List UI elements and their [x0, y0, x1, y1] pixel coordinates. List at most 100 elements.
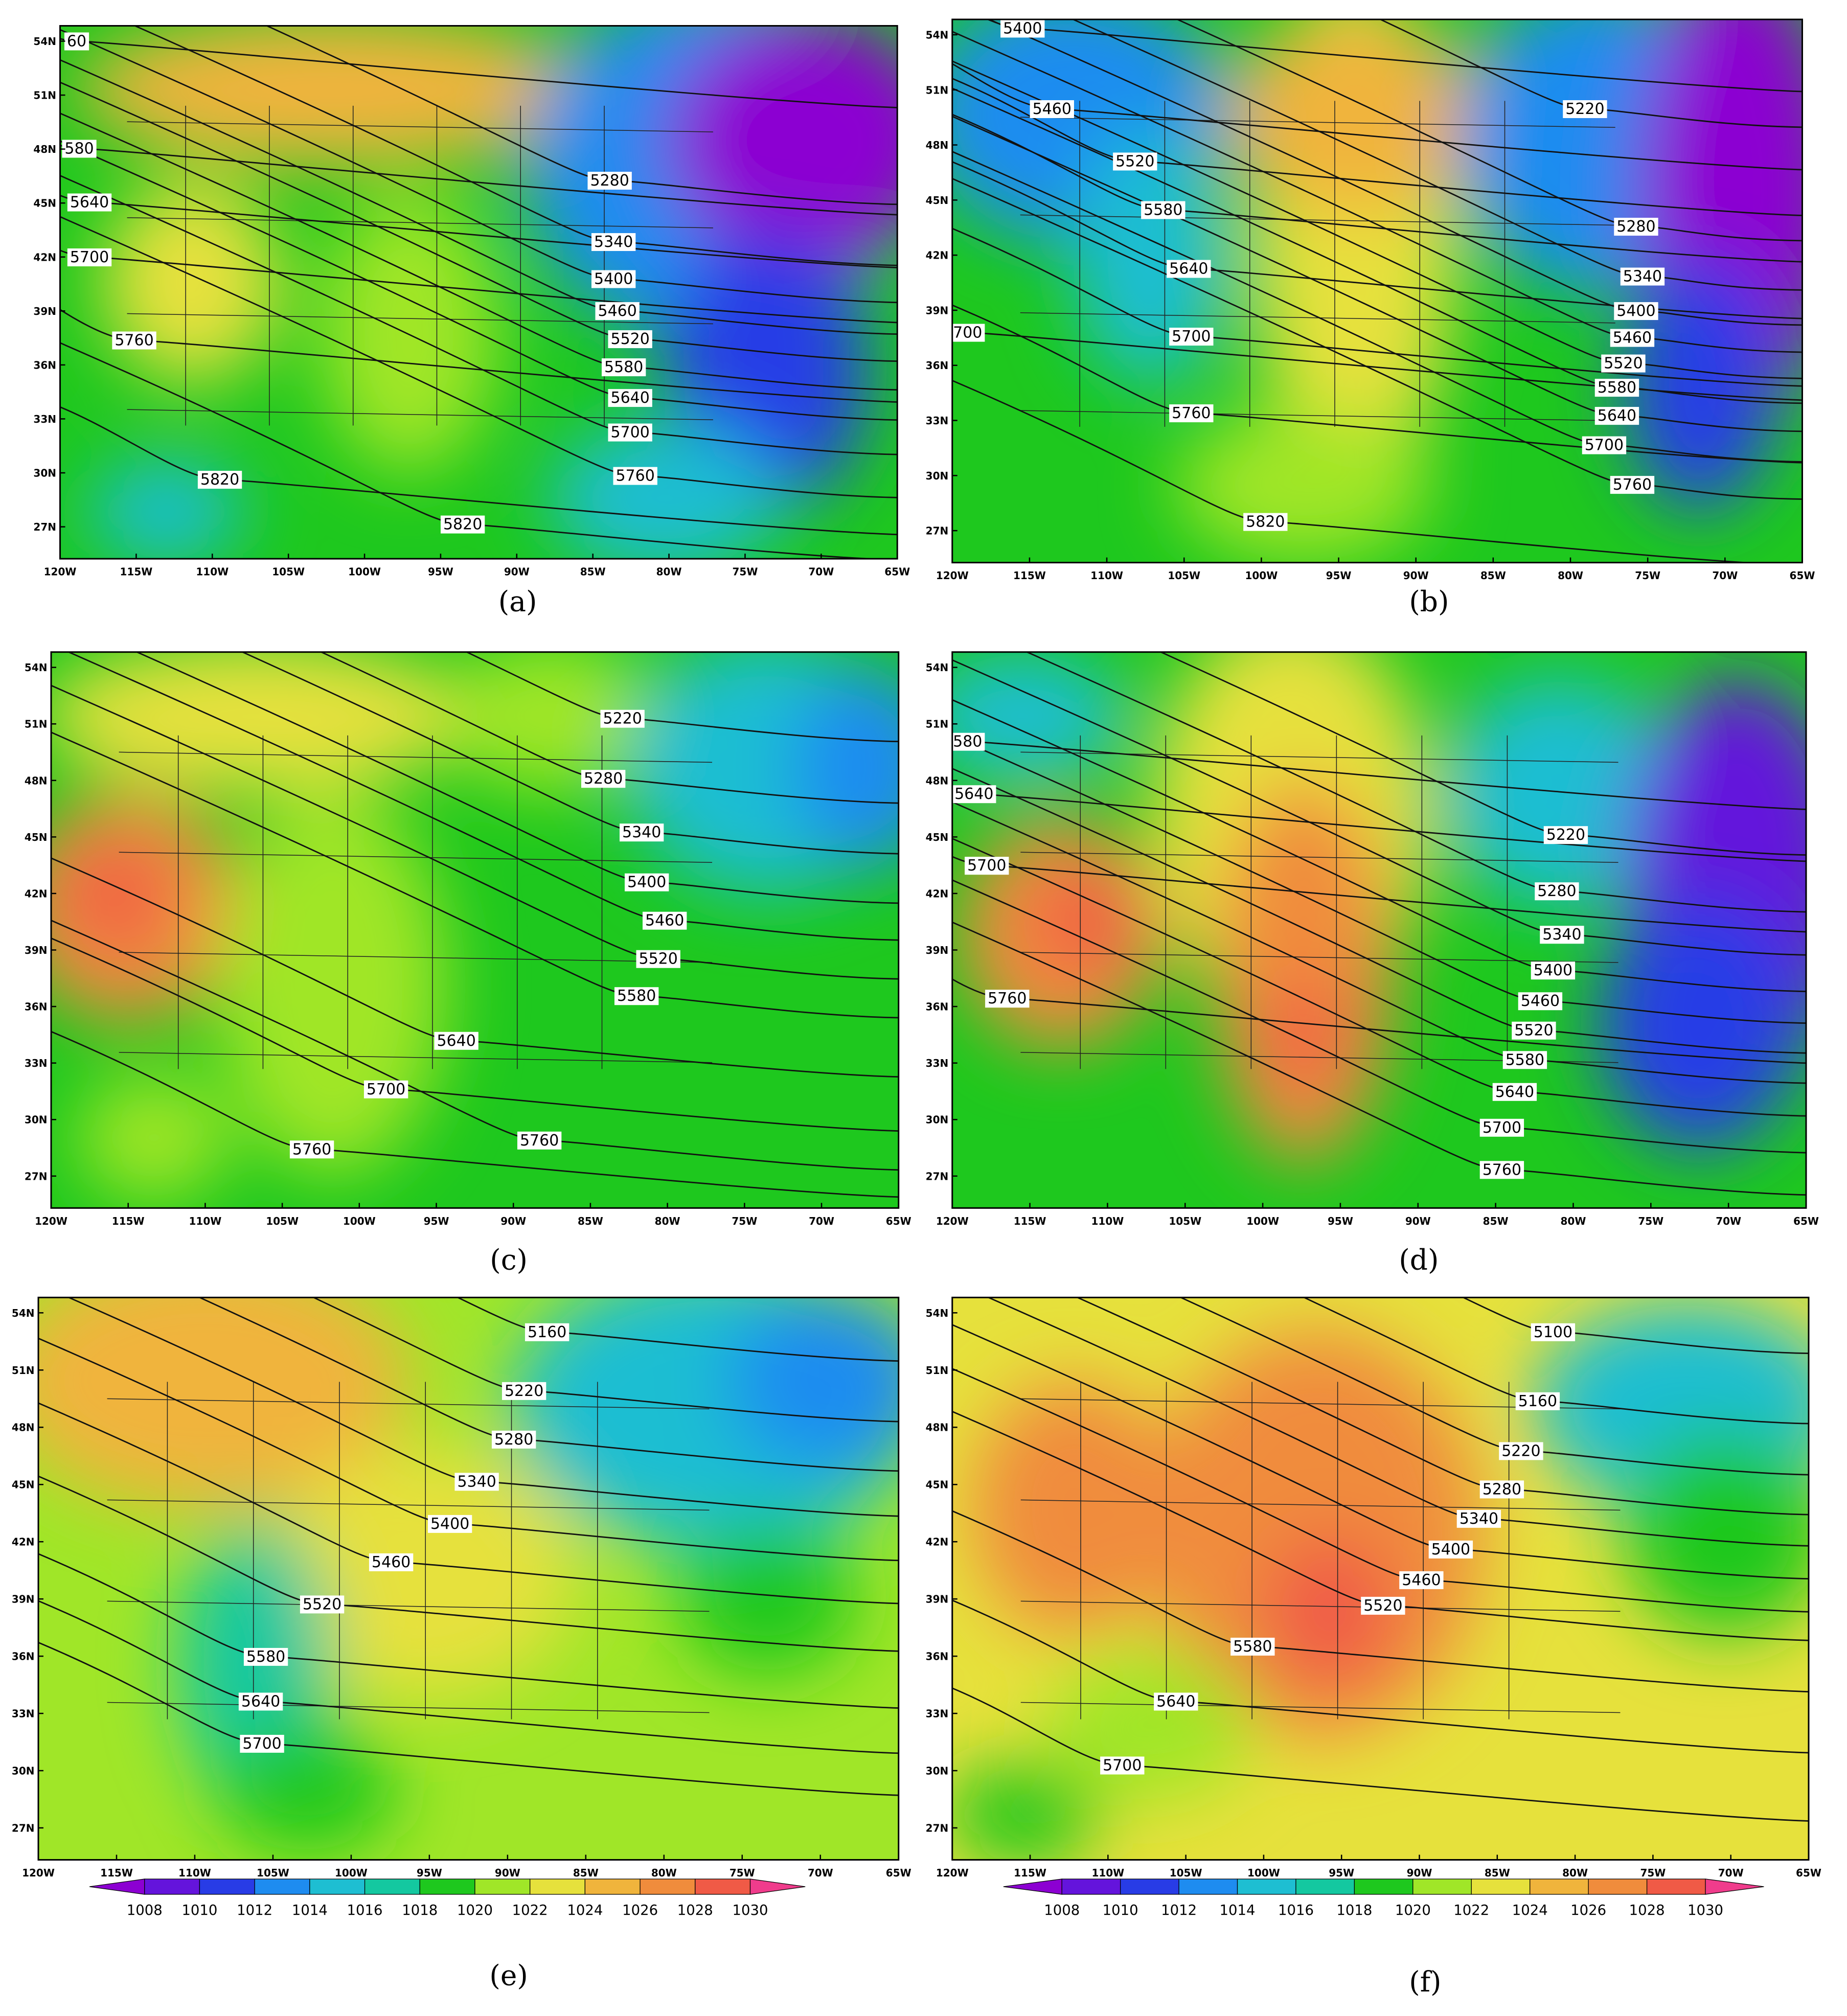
- pressure-area: [1048, 1648, 1253, 1802]
- colorbar-label: 1022: [512, 1902, 548, 1918]
- lat-tick-label: 45N: [25, 831, 48, 843]
- lon-tick-label: 110W: [178, 1867, 211, 1879]
- pressure-area: [217, 792, 448, 1176]
- lon-tick-label: 115W: [112, 1215, 145, 1227]
- lon-tick-label: 105W: [266, 1215, 299, 1227]
- lon-tick-label: 70W: [808, 1867, 833, 1879]
- pressure-area: [1214, 780, 1394, 1163]
- pressure-area: [952, 1763, 1100, 1860]
- lat-tick-label: 39N: [25, 944, 48, 956]
- colorbar-label: 1020: [457, 1902, 493, 1918]
- contour-label: 5760: [1172, 404, 1211, 422]
- contour-label-box: [112, 331, 156, 350]
- contour-label: 5760: [292, 1140, 331, 1158]
- panel-caption: (b): [1409, 585, 1449, 618]
- contour-label: 5700: [1585, 437, 1624, 454]
- contour-label: 5400: [1616, 302, 1655, 320]
- lon-tick-label: 115W: [1013, 569, 1046, 582]
- contour-label: 5400: [594, 270, 633, 288]
- contour-label: 5280: [584, 770, 623, 788]
- lat-tick-label: 39N: [12, 1593, 35, 1606]
- lat-tick-label: 54N: [926, 1307, 949, 1319]
- colorbar-label: 1018: [1336, 1902, 1372, 1918]
- pressure-area: [38, 1297, 409, 1508]
- contour-label: 5220: [1546, 826, 1585, 844]
- lon-tick-label: 70W: [1716, 1215, 1741, 1227]
- contour-label: 5700: [610, 424, 649, 442]
- contour-label-box: [952, 785, 996, 804]
- contour-line: [952, 856, 1806, 933]
- lat-tick-label: 45N: [33, 197, 56, 210]
- lon-tick-label: 120W: [35, 1215, 67, 1227]
- contour-label-box: [501, 1382, 546, 1400]
- contour-label-box: [64, 32, 89, 51]
- contour-label: 5580: [1233, 1638, 1272, 1656]
- border: [127, 217, 713, 228]
- contour-label-box: [581, 770, 626, 788]
- contour-label-box: [591, 233, 636, 251]
- contour-label-box: [608, 423, 652, 442]
- contour-line: [952, 659, 1806, 956]
- map-frame: [59, 25, 898, 560]
- contour-label: 5520: [303, 1595, 341, 1613]
- contour-label-box: [1512, 1021, 1556, 1040]
- contour-label-box: [1169, 328, 1214, 346]
- lon-tick-label: 95W: [428, 566, 453, 578]
- contour-label: 580: [64, 140, 94, 158]
- pressure-area: [665, 26, 898, 269]
- contour-line: [1025, 652, 1806, 913]
- lon-tick-label: 100W: [335, 1867, 368, 1879]
- contour-label-box: [1620, 267, 1665, 286]
- contour-line: [60, 38, 898, 108]
- map-panel: 580 5640 5700 5760 5220 5280 5340 5400 5460 5520 5…: [952, 652, 1806, 1208]
- contour-label: 5580: [604, 358, 643, 376]
- colorbar-label: 1012: [237, 1902, 272, 1918]
- pressure-area: [952, 652, 1125, 780]
- lat-tick-label: 33N: [926, 1708, 949, 1720]
- lon-tick-label: 75W: [1638, 1215, 1663, 1227]
- lon-tick-label: 85W: [573, 1867, 599, 1879]
- contour-label: 5520: [610, 330, 649, 348]
- colorbar-swatch: [1178, 1878, 1238, 1895]
- colorbar-label: 1024: [1512, 1902, 1548, 1918]
- contour-label: 5520: [1514, 1022, 1553, 1040]
- contour-label-box: [1479, 1118, 1524, 1137]
- lat-tick-label: 45N: [926, 194, 949, 207]
- colorbar-end: [1003, 1878, 1062, 1895]
- contour-label: 5640: [1169, 260, 1208, 278]
- contour-line: [952, 329, 1803, 401]
- pressure-field: [952, 1303, 1809, 1860]
- contour-label-box: [1428, 1540, 1473, 1559]
- lat-tick-label: 48N: [926, 1422, 949, 1434]
- border: [1020, 214, 1615, 226]
- lat-tick-label: 42N: [926, 1536, 949, 1548]
- contour-label: 5760: [1613, 476, 1652, 494]
- lon-tick-label: 85W: [1485, 1867, 1510, 1879]
- colorbar-swatch: [584, 1878, 641, 1895]
- contour-line: [952, 113, 1803, 263]
- border: [119, 1052, 713, 1063]
- pressure-area: [1150, 1329, 1483, 1738]
- contour-label: 5400: [430, 1515, 469, 1533]
- contour-label: 5640: [1495, 1083, 1534, 1101]
- lon-tick-label: 105W: [1170, 1867, 1202, 1879]
- lat-tick-label: 33N: [926, 415, 949, 427]
- border: [119, 952, 713, 963]
- contour-label-box: [1361, 1596, 1405, 1615]
- contour-label: 5700: [967, 857, 1006, 875]
- contour-label-box: [1614, 218, 1658, 236]
- lat-tick-label: 42N: [926, 249, 949, 262]
- contour-label-box: [985, 990, 1030, 1008]
- contour-label: 5640: [610, 389, 649, 407]
- border: [127, 409, 713, 420]
- lat-tick-label: 51N: [926, 84, 949, 96]
- lon-tick-label: 75W: [729, 1867, 755, 1879]
- contour-label: 5760: [520, 1132, 559, 1150]
- contour-line: [60, 249, 898, 324]
- contour-label: 5220: [1501, 1442, 1540, 1460]
- contour-label: 5280: [590, 172, 629, 190]
- colorbar-label: 1024: [567, 1902, 603, 1918]
- colorbar-swatch: [1295, 1878, 1355, 1895]
- contour-label: 5340: [1460, 1510, 1498, 1528]
